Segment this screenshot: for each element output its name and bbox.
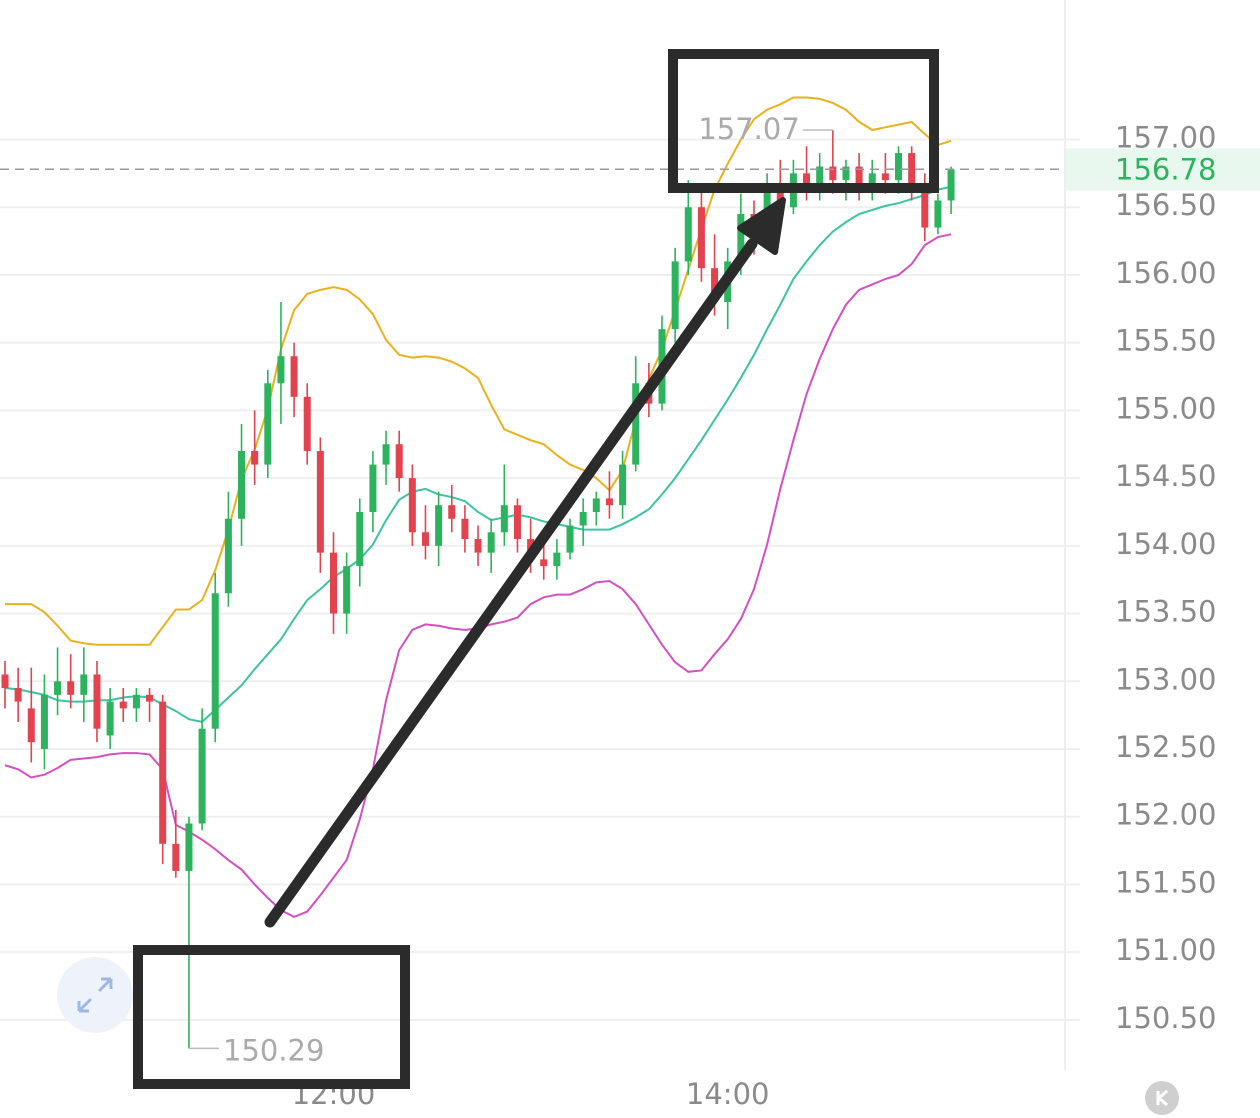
candle-body xyxy=(881,173,889,181)
candle-body xyxy=(448,505,456,519)
candle-body xyxy=(513,505,521,540)
candle-body xyxy=(277,356,285,384)
candle-body xyxy=(435,505,443,546)
expand-bg xyxy=(57,957,133,1033)
candle-body xyxy=(908,153,916,187)
candle-body xyxy=(632,383,640,465)
candle-body xyxy=(185,823,193,871)
candle-body xyxy=(934,200,942,228)
candle-body xyxy=(67,681,75,695)
y-tick-label: 153.00 xyxy=(1115,662,1216,696)
last-price-bg xyxy=(1066,148,1260,191)
candle-body xyxy=(224,518,232,594)
candle-body xyxy=(816,166,824,187)
candle-body xyxy=(408,478,416,533)
band-line xyxy=(4,233,952,919)
candle-body xyxy=(895,153,903,181)
candle-body xyxy=(540,559,548,567)
candle-body xyxy=(119,701,127,709)
candle-body xyxy=(27,708,35,743)
k-bg xyxy=(1145,1081,1179,1115)
last-price-label: 156.78 xyxy=(1115,152,1216,186)
candle-body xyxy=(14,688,22,702)
candle-body xyxy=(671,261,679,330)
y-tick-label: 154.00 xyxy=(1115,527,1216,561)
candle-body xyxy=(159,701,167,844)
candle-body xyxy=(776,186,784,208)
candle-body xyxy=(264,383,272,465)
y-tick-label: 156.00 xyxy=(1115,256,1216,290)
candle-body xyxy=(106,701,114,736)
candle-body xyxy=(54,681,62,695)
candle-body xyxy=(737,214,745,262)
y-tick-label: 151.00 xyxy=(1115,933,1216,967)
y-tick-label: 151.50 xyxy=(1115,865,1216,899)
y-tick-label: 156.50 xyxy=(1115,188,1216,222)
candle-body xyxy=(553,552,561,567)
candle-body xyxy=(461,518,469,540)
candle-body xyxy=(855,166,863,187)
candle-body xyxy=(1,674,9,689)
candle-body xyxy=(290,356,298,397)
band-line xyxy=(5,96,952,646)
candle-body xyxy=(40,694,48,749)
candle-body xyxy=(146,694,154,702)
y-tick-label: 155.00 xyxy=(1115,391,1216,425)
y-tick-label: 152.00 xyxy=(1115,798,1216,832)
candle-body xyxy=(80,674,88,695)
candle-body xyxy=(684,207,692,262)
candle-body xyxy=(251,451,259,465)
band-line xyxy=(4,185,952,723)
candle-body xyxy=(711,268,719,303)
k-button[interactable] xyxy=(1145,1081,1179,1115)
candle-body xyxy=(579,511,587,526)
candle-body xyxy=(172,843,180,871)
y-tick-label: 150.50 xyxy=(1115,1001,1216,1035)
candle-body xyxy=(868,173,876,187)
candle-body xyxy=(238,451,246,519)
candle-body xyxy=(921,186,929,228)
candle-body xyxy=(619,464,627,506)
annotation-arrow xyxy=(264,238,758,928)
y-tick-label: 152.50 xyxy=(1115,730,1216,764)
candle-body xyxy=(211,593,219,729)
candle-body xyxy=(697,207,705,269)
candle-body xyxy=(842,166,850,181)
candle-body xyxy=(93,674,101,729)
annotation-box xyxy=(668,49,939,193)
candle-body xyxy=(316,451,324,553)
candle-body xyxy=(356,511,364,567)
y-tick-label: 153.50 xyxy=(1115,595,1216,629)
candle-body xyxy=(829,166,837,181)
candle-body xyxy=(198,728,206,824)
candle-body xyxy=(369,464,377,512)
expand-icon xyxy=(77,977,113,1013)
k-icon xyxy=(1156,1089,1168,1107)
y-tick-label: 155.50 xyxy=(1115,324,1216,358)
annotation-box xyxy=(133,945,410,1089)
candle-body xyxy=(566,525,574,553)
arrow-head xyxy=(737,197,786,255)
candle-body xyxy=(500,505,508,533)
candle-body xyxy=(421,532,429,546)
candle-body xyxy=(303,396,311,452)
y-tick-label: 154.50 xyxy=(1115,459,1216,493)
candle-body xyxy=(132,694,140,709)
candle-body xyxy=(487,532,495,553)
candle-body xyxy=(803,173,811,187)
candle-body xyxy=(947,169,955,201)
x-tick-label: 14:00 xyxy=(686,1077,770,1111)
candle-body xyxy=(395,444,403,479)
candle-body xyxy=(382,444,390,465)
candle-body xyxy=(474,539,482,553)
candle-body xyxy=(592,498,600,512)
high-label: 157.07 xyxy=(698,112,799,146)
candle-body xyxy=(605,498,613,506)
expand-button[interactable] xyxy=(57,957,133,1033)
candle-body xyxy=(330,552,337,614)
candle-body xyxy=(343,566,351,614)
low-label: 150.29 xyxy=(223,1033,324,1067)
